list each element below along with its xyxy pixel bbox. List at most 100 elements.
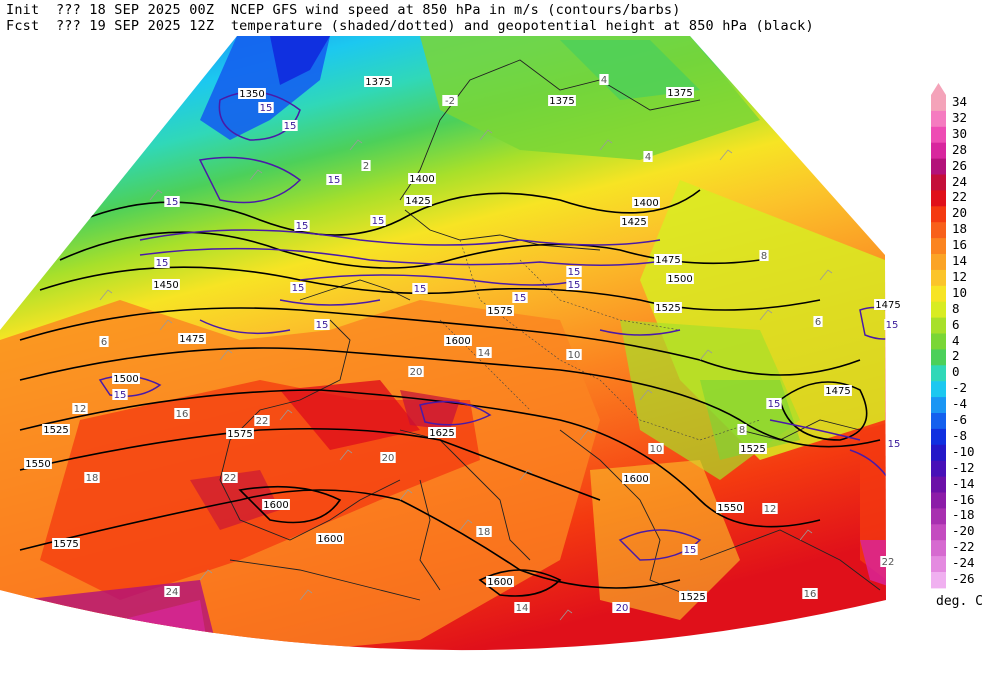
wind-speed-label: 15 [682, 544, 698, 556]
height-label: 1475 [824, 385, 852, 397]
temperature-label: -2 [442, 95, 458, 107]
height-label: 1350 [238, 88, 266, 100]
height-label: 1575 [486, 305, 514, 317]
colorbar-swatch [931, 413, 946, 430]
temperature-label: 18 [476, 526, 492, 538]
svg-text:1375: 1375 [549, 96, 574, 107]
svg-text:1425: 1425 [405, 196, 430, 207]
colorbar-swatch [931, 95, 946, 112]
colorbar [931, 83, 946, 589]
wind-speed-label: 20 [614, 602, 630, 614]
svg-text:18: 18 [478, 527, 491, 538]
svg-text:8: 8 [761, 251, 767, 262]
colorbar-swatch [931, 142, 946, 160]
wind-speed-label: 15 [294, 220, 310, 232]
colorbar-swatch [931, 556, 946, 573]
svg-text:1400: 1400 [409, 174, 434, 185]
coastlines [219, 59, 881, 601]
wind-speed-label: 15 [412, 283, 428, 295]
wind-speed-label: 15 [326, 174, 342, 186]
temperature-label: 24 [164, 586, 180, 598]
colorbar-swatch [931, 110, 946, 128]
svg-text:1400: 1400 [633, 198, 658, 209]
colorbar-swatch [931, 572, 946, 589]
svg-text:15: 15 [296, 221, 309, 232]
temperature-label: 22 [880, 556, 896, 568]
height-contour-labels: 1350 1375 1375 1375 1400 1400 1425 1425 1450 1475… [24, 76, 902, 603]
temperature-label: 14 [514, 602, 530, 614]
colorbar-swatch [931, 492, 946, 509]
colorbar-tick-label: -4 [952, 396, 968, 412]
colorbar-tick-label: 18 [952, 221, 968, 237]
colorbar-swatch [931, 317, 946, 334]
colorbar-tick-label: 20 [952, 205, 968, 221]
temperature-label: 6 [813, 316, 823, 328]
svg-text:20: 20 [616, 603, 629, 614]
svg-text:1600: 1600 [263, 500, 288, 511]
colorbar-tick-label: 26 [952, 157, 968, 173]
colorbar-tick-label: -8 [952, 427, 968, 443]
height-label: 1450 [152, 279, 180, 291]
svg-text:15: 15 [888, 439, 901, 450]
colorbar-tick-label: 0 [952, 364, 960, 380]
temperature-label: 2 [361, 160, 371, 172]
svg-text:20: 20 [410, 367, 423, 378]
colorbar-unit: deg. C [936, 594, 983, 609]
svg-text:15: 15 [260, 103, 273, 114]
svg-text:1475: 1475 [875, 300, 900, 311]
svg-text:1425: 1425 [621, 217, 646, 228]
wind-speed-label: 15 [886, 438, 902, 450]
init-label: Init [6, 2, 40, 18]
height-label: 1475 [874, 299, 902, 311]
temperature-label: 20 [408, 366, 424, 378]
height-label: 1625 [428, 427, 456, 439]
svg-text:1525: 1525 [740, 444, 765, 455]
height-label: 1425 [620, 216, 648, 228]
svg-text:14: 14 [516, 603, 529, 614]
wind-speed-label: 15 [154, 257, 170, 269]
temperature-label: 18 [84, 472, 100, 484]
colorbar-tick-label: 12 [952, 268, 968, 284]
height-label: 1375 [666, 87, 694, 99]
colorbar-swatch [931, 254, 946, 271]
svg-text:12: 12 [74, 404, 87, 415]
chart-title-1: NCEP GFS wind speed at 850 hPa in m/s (c… [230, 2, 681, 18]
wind-speed-label: 15 [112, 389, 128, 401]
colorbar-swatch [931, 540, 946, 557]
colorbar-swatch [931, 238, 946, 255]
height-label: 1400 [408, 173, 436, 185]
colorbar-tick-label: -16 [952, 491, 975, 507]
wind-speed-labels: 15 15 15 15 15 15 15 15 15 15 15 15 15 15 15 20 15 15 15 [112, 102, 902, 614]
svg-text:15: 15 [568, 267, 581, 278]
colorbar-swatch [931, 349, 946, 366]
height-label: 1600 [316, 533, 344, 545]
colorbar-tick-label: 10 [952, 284, 968, 300]
svg-text:14: 14 [478, 348, 491, 359]
svg-text:1525: 1525 [655, 303, 680, 314]
temperature-labels: -224466881010121214141616181820202222242… [72, 74, 896, 614]
svg-text:1600: 1600 [487, 577, 512, 588]
height-label: 1500 [666, 273, 694, 285]
colorbar-tick-label: -14 [952, 475, 975, 491]
svg-text:4: 4 [645, 152, 651, 163]
height-label: 1500 [112, 373, 140, 385]
colorbar-tick-label: -2 [952, 380, 968, 396]
wind-speed-label: 15 [258, 102, 274, 114]
svg-text:15: 15 [316, 320, 329, 331]
colorbar-tick-label: -10 [952, 443, 975, 459]
svg-text:24: 24 [166, 587, 179, 598]
colorbar-tick-label: -24 [952, 555, 975, 571]
svg-text:15: 15 [568, 280, 581, 291]
wind-speed-label: 15 [566, 279, 582, 291]
wind-speed-label: 15 [566, 266, 582, 278]
svg-text:1550: 1550 [25, 459, 50, 470]
svg-text:2: 2 [363, 161, 369, 172]
svg-text:15: 15 [114, 390, 127, 401]
wind-barbs [99, 129, 833, 621]
svg-text:6: 6 [815, 317, 821, 328]
temperature-label: 8 [737, 424, 747, 436]
colorbar-top-arrow [931, 83, 946, 95]
svg-text:1625: 1625 [429, 428, 454, 439]
svg-text:22: 22 [882, 557, 895, 568]
